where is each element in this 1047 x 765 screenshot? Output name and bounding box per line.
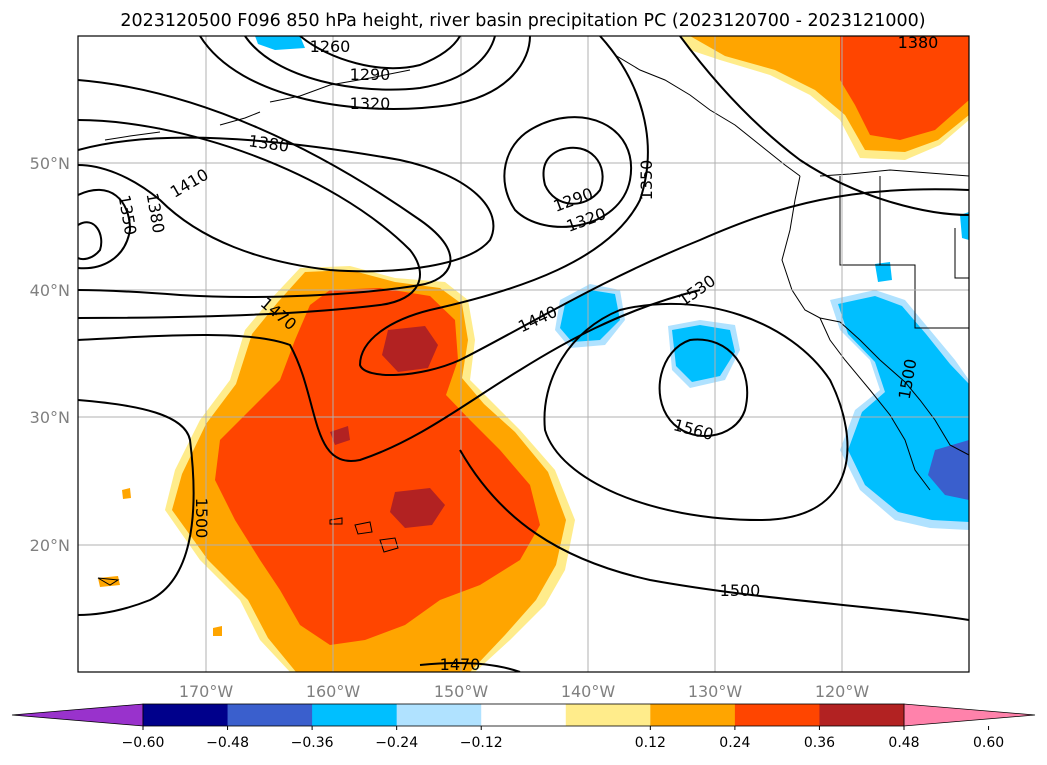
lon-label: 140°W [561, 682, 616, 701]
lon-label: 160°W [306, 682, 361, 701]
positive-anomaly-northeast [680, 36, 969, 160]
colorbar-tick-label: 0.48 [888, 735, 919, 751]
lon-label: 130°W [688, 682, 743, 701]
colorbar-tick-label: 0.24 [719, 735, 750, 751]
longitude-labels: 170°W 160°W 150°W 140°W 130°W 120°W [179, 682, 870, 701]
colorbar-tick-label: 0.60 [973, 735, 1004, 751]
lat-label: 50°N [30, 154, 70, 173]
colorbar-swatch [227, 704, 313, 726]
colorbar-extend-min [11, 703, 144, 727]
colorbar-tick-label: −0.48 [206, 735, 249, 751]
colorbar-tick-label: −0.36 [291, 735, 334, 751]
lat-label: 30°N [30, 408, 70, 427]
positive-anomaly-region [98, 266, 575, 672]
map-area: 1260 1290 1320 1380 1410 1350 1380 1290 … [78, 33, 969, 674]
contour-label: 1470 [440, 655, 481, 674]
figure-title: 2023120500 F096 850 hPa height, river ba… [120, 11, 925, 31]
colorbar-tick-label: 0.36 [804, 735, 835, 751]
contour-label: 1500 [192, 498, 211, 539]
colorbar-swatch [565, 704, 651, 726]
lat-label: 20°N [30, 536, 70, 555]
lon-label: 150°W [434, 682, 489, 701]
colorbar-swatch [650, 704, 736, 726]
colorbar-tick-label: −0.12 [460, 735, 503, 751]
colorbar-swatch [312, 704, 398, 726]
contour-label: 1320 [350, 94, 391, 113]
colorbar-swatch [143, 704, 229, 726]
contour-label: 1350 [637, 160, 656, 201]
contour-label: 1290 [350, 65, 391, 84]
coastlines [97, 36, 969, 586]
lat-label: 40°N [30, 281, 70, 300]
graticule [78, 36, 969, 672]
colorbar-extend-max [903, 703, 1036, 727]
colorbar-tick-label: 0.12 [635, 735, 666, 751]
height-contours [78, 36, 969, 672]
colorbar-swatch [734, 704, 820, 726]
colorbar-border [142, 703, 905, 727]
contour-label: 1500 [720, 581, 761, 600]
latitude-labels: 50°N 40°N 30°N 20°N [30, 154, 70, 555]
contour-label: 1380 [898, 33, 939, 52]
contour-label: 1260 [310, 37, 351, 56]
lon-label: 120°W [815, 682, 870, 701]
map-border [77, 35, 970, 673]
colorbar: −0.60 −0.48 −0.36 −0.24 −0.12 0.12 0.24 0.36 0.4… [11, 703, 1036, 751]
colorbar-tick-label: −0.60 [122, 735, 165, 751]
colorbar-swatch [396, 704, 482, 726]
colorbar-swatch [819, 704, 905, 726]
colorbar-swatch [481, 704, 567, 726]
colorbar-tick-label: −0.24 [375, 735, 418, 751]
lon-label: 170°W [179, 682, 234, 701]
